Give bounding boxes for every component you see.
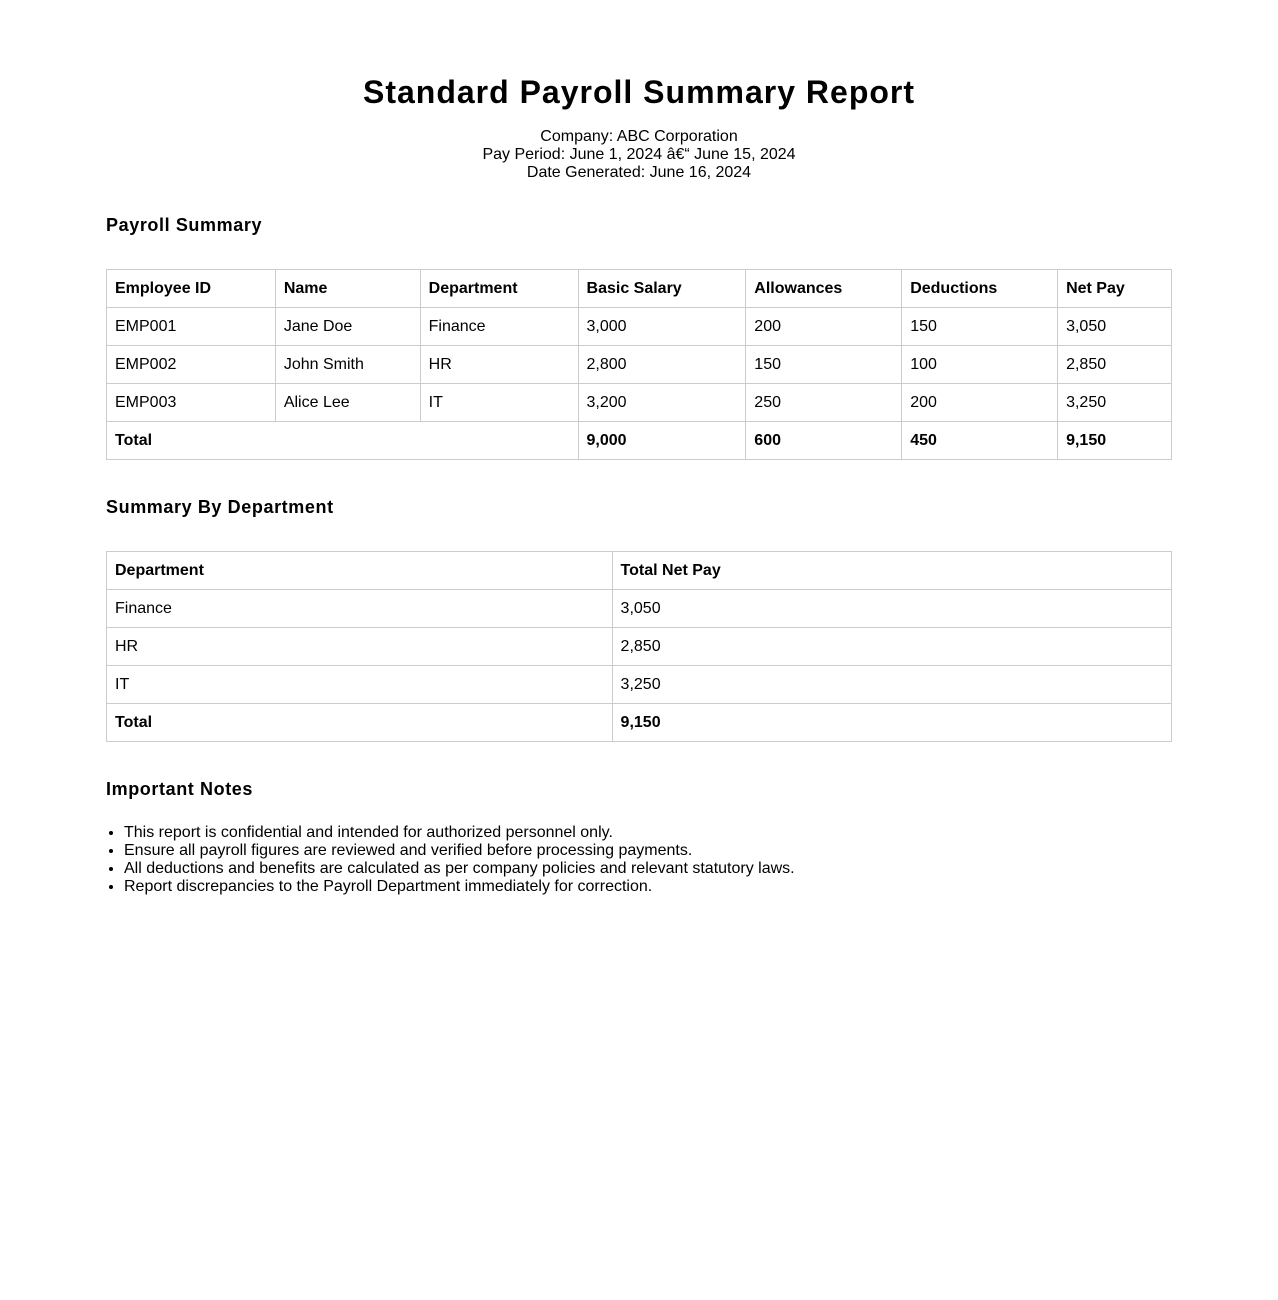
header-cell: Allowances: [745, 269, 903, 308]
pay-period: Pay Period: June 1, 2024 â€“ June 15, 20…: [482, 146, 796, 163]
list-item: Report discrepancies to the Payroll Depa…: [124, 878, 795, 896]
cell: 3,000: [577, 307, 747, 346]
notes-heading: Important Notes: [106, 779, 254, 799]
payroll-summary-heading: Payroll Summary: [106, 215, 263, 235]
table-row: Finance 3,050: [106, 589, 1173, 628]
header-cell: Deductions: [901, 269, 1059, 308]
report-info: Company: ABC Corporation Pay Period: Jun…: [106, 128, 1172, 182]
cell: Finance: [419, 307, 579, 346]
cell: 200: [745, 307, 903, 346]
department-summary-heading: Summary By Department: [106, 497, 334, 517]
cell: John Smith: [274, 345, 421, 384]
table-row: HR 2,850: [106, 627, 1173, 666]
header-cell: Total Net Pay: [611, 551, 1173, 590]
cell: 3,250: [1057, 383, 1172, 422]
notes-list: This report is confidential and intended…: [106, 824, 795, 896]
cell: EMP001: [106, 307, 276, 346]
table-row: EMP001 Jane Doe Finance 3,000 200 150 3,…: [106, 307, 1172, 346]
header-cell: Net Pay: [1057, 269, 1172, 308]
list-item: All deductions and benefits are calculat…: [124, 860, 795, 878]
table-row: EMP003 Alice Lee IT 3,200 250 200 3,250: [106, 383, 1172, 422]
cell: Finance: [106, 589, 613, 628]
company: Company: ABC Corporation: [540, 128, 738, 145]
table-row: IT 3,250: [106, 665, 1173, 704]
header-cell: Basic Salary: [577, 269, 747, 308]
table-header-row: Department Total Net Pay: [106, 551, 1173, 590]
header-cell: Department: [419, 269, 579, 308]
total-label: Total: [106, 703, 613, 742]
date-generated: Date Generated: June 16, 2024: [526, 164, 752, 181]
cell: HR: [419, 345, 579, 384]
cell: IT: [419, 383, 579, 422]
total-deductions: 450: [901, 421, 1059, 460]
cell: 150: [901, 307, 1059, 346]
cell: Alice Lee: [274, 383, 421, 422]
list-item: This report is confidential and intended…: [124, 824, 795, 842]
list-item: Ensure all payroll figures are reviewed …: [124, 842, 795, 860]
header-cell: Department: [106, 551, 613, 590]
cell: 2,850: [611, 627, 1173, 666]
payroll-table: Employee ID Name Department Basic Salary…: [106, 269, 1172, 460]
total-net-pay: 9,150: [611, 703, 1173, 742]
cell: HR: [106, 627, 613, 666]
cell: 2,800: [577, 345, 747, 384]
cell: IT: [106, 665, 613, 704]
header-cell: Name: [274, 269, 421, 308]
department-table: Department Total Net Pay Finance 3,050 H…: [106, 551, 1173, 742]
table-header-row: Employee ID Name Department Basic Salary…: [106, 269, 1172, 308]
cell: 3,050: [611, 589, 1173, 628]
cell: 250: [745, 383, 903, 422]
total-basic-salary: 9,000: [577, 421, 747, 460]
cell: Jane Doe: [274, 307, 421, 346]
cell: 3,050: [1057, 307, 1172, 346]
cell: 150: [745, 345, 903, 384]
cell: 3,250: [611, 665, 1173, 704]
cell: EMP003: [106, 383, 276, 422]
table-row: EMP002 John Smith HR 2,800 150 100 2,850: [106, 345, 1172, 384]
cell: 3,200: [577, 383, 747, 422]
total-allowances: 600: [745, 421, 903, 460]
cell: 100: [901, 345, 1059, 384]
cell: 200: [901, 383, 1059, 422]
total-row: Total 9,150: [106, 703, 1173, 742]
cell: 2,850: [1057, 345, 1172, 384]
total-label: Total: [106, 421, 579, 460]
cell: EMP002: [106, 345, 276, 384]
total-row: Total 9,000 600 450 9,150: [106, 421, 1172, 460]
header-cell: Employee ID: [106, 269, 276, 308]
page-title: Standard Payroll Summary Report: [362, 74, 916, 110]
total-net-pay: 9,150: [1057, 421, 1172, 460]
